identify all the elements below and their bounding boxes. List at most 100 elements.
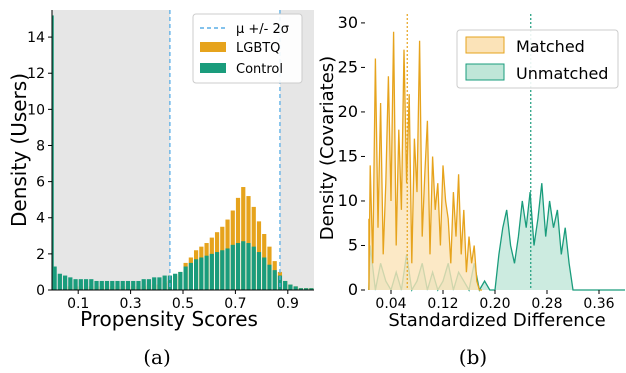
b-x-axis-label: Standardized Difference bbox=[388, 310, 605, 331]
control-bar bbox=[131, 280, 136, 290]
b-x-tick-label: 0.36 bbox=[583, 296, 614, 312]
a-x-tick-label: 0.7 bbox=[224, 296, 246, 312]
a-x-tick-label: 0.5 bbox=[172, 296, 194, 312]
control-bar bbox=[251, 246, 256, 290]
sigma-lines bbox=[169, 10, 281, 290]
a-x-tick-label: 0.3 bbox=[119, 296, 141, 312]
control-bar bbox=[57, 273, 62, 290]
b-x-tick-label: 0.04 bbox=[375, 296, 406, 312]
control-bars bbox=[51, 15, 314, 291]
b-y-tick-label: 5 bbox=[348, 235, 358, 254]
control-bar bbox=[246, 243, 251, 290]
a-ticks: 0.1 0.3 0.5 0.7 0.9 0 2 4 6 8 10 12 14 bbox=[27, 30, 299, 312]
caption-b: (b) bbox=[459, 345, 487, 369]
control-bar bbox=[89, 279, 94, 290]
control-bar bbox=[73, 279, 78, 290]
legend-lgbtq-swatch-icon bbox=[200, 42, 226, 52]
a-legend-label-sigma: μ +/- 2σ bbox=[236, 22, 289, 37]
b-y-tick-label: 15 bbox=[338, 146, 358, 165]
control-bar bbox=[220, 250, 225, 290]
a-y-tick-label: 10 bbox=[27, 102, 45, 118]
a-x-axis-label: Propensity Scores bbox=[80, 307, 258, 331]
b-y-tick-label: 10 bbox=[338, 191, 358, 210]
control-bar bbox=[173, 273, 178, 290]
control-bar bbox=[51, 15, 54, 291]
control-bar bbox=[256, 252, 262, 290]
control-bar bbox=[68, 277, 73, 290]
control-bar bbox=[304, 288, 309, 290]
control-bar bbox=[283, 280, 288, 290]
b-y-tick-label: 30 bbox=[338, 13, 358, 32]
control-bar bbox=[235, 243, 241, 290]
control-bar bbox=[115, 280, 120, 290]
control-bar bbox=[293, 286, 298, 290]
control-bar bbox=[63, 275, 68, 290]
control-bar bbox=[167, 275, 172, 290]
control-bar bbox=[288, 284, 293, 290]
b-x-tick-label: 0.28 bbox=[531, 296, 562, 312]
b-x-tick-label: 0.12 bbox=[427, 296, 458, 312]
control-bar bbox=[194, 259, 199, 290]
a-y-tick-label: 8 bbox=[36, 138, 45, 154]
control-bar bbox=[262, 257, 267, 290]
legend-unmatched-swatch-icon bbox=[465, 63, 505, 81]
a-legend: μ +/- 2σ LGBTQ Control bbox=[192, 13, 303, 84]
unmatched-fill bbox=[368, 183, 625, 290]
a-y-tick-label: 12 bbox=[27, 66, 45, 82]
control-bar bbox=[214, 252, 220, 290]
control-bar bbox=[104, 280, 110, 290]
control-bar bbox=[209, 253, 214, 290]
matched-area bbox=[368, 31, 482, 291]
control-bar bbox=[146, 279, 152, 290]
legend-matched-swatch-icon bbox=[465, 36, 505, 54]
control-bar bbox=[162, 275, 167, 290]
shaded-regions bbox=[52, 10, 314, 290]
chart-a: 0.1 0.3 0.5 0.7 0.9 0 2 4 6 8 10 12 14 Propensity Sc… bbox=[7, 10, 314, 369]
control-bar bbox=[204, 255, 209, 290]
b-legend-label-matched: Matched bbox=[516, 37, 585, 56]
control-bar bbox=[183, 266, 188, 290]
legend-control-swatch-icon bbox=[200, 63, 226, 73]
control-bar bbox=[152, 277, 157, 290]
a-y-tick-label: 14 bbox=[27, 30, 45, 46]
control-bar bbox=[99, 280, 104, 290]
b-legend: Matched Unmatched bbox=[456, 29, 619, 89]
control-bar bbox=[230, 244, 235, 290]
a-y-axis-label: Density (Users) bbox=[7, 73, 31, 227]
lgbtq-bar bbox=[241, 187, 246, 290]
matched-line bbox=[368, 31, 482, 291]
caption-a: (a) bbox=[143, 345, 171, 369]
control-bar bbox=[309, 288, 314, 290]
a-legend-label-control: Control bbox=[236, 62, 283, 77]
control-bar bbox=[83, 279, 89, 290]
control-bar bbox=[136, 280, 141, 290]
control-bar bbox=[110, 280, 115, 290]
b-ticks: 0.04 0.12 0.20 0.28 0.36 0 5 10 15 20 25 30 bbox=[338, 13, 615, 312]
control-bar bbox=[141, 279, 146, 290]
control-bar bbox=[298, 288, 303, 290]
control-bar bbox=[199, 257, 204, 290]
control-bar bbox=[267, 264, 272, 290]
a-x-tick-label: 0.1 bbox=[67, 296, 89, 312]
control-bar bbox=[157, 277, 162, 290]
shaded-region-0 bbox=[52, 10, 170, 290]
control-bar bbox=[241, 241, 246, 290]
a-y-tick-label: 6 bbox=[36, 175, 45, 191]
control-bar bbox=[188, 262, 193, 290]
chart-b: 0.04 0.12 0.20 0.28 0.36 0 5 10 15 20 25 30 Standar… bbox=[317, 13, 625, 369]
a-y-tick-label: 0 bbox=[36, 283, 45, 299]
control-bar bbox=[52, 266, 57, 290]
b-y-tick-label: 20 bbox=[338, 102, 358, 121]
b-y-tick-label: 25 bbox=[338, 57, 358, 76]
a-y-tick-label: 2 bbox=[36, 247, 45, 263]
control-bar bbox=[94, 280, 99, 290]
b-y-tick-label: 0 bbox=[348, 280, 358, 299]
control-bar bbox=[125, 280, 131, 290]
b-y-axis-label: Density (Covariates) bbox=[317, 56, 338, 240]
control-bar bbox=[225, 248, 230, 290]
b-x-tick-label: 0.20 bbox=[479, 296, 510, 312]
control-bar bbox=[272, 270, 277, 290]
control-bar bbox=[120, 280, 125, 290]
a-y-tick-label: 4 bbox=[36, 211, 45, 227]
